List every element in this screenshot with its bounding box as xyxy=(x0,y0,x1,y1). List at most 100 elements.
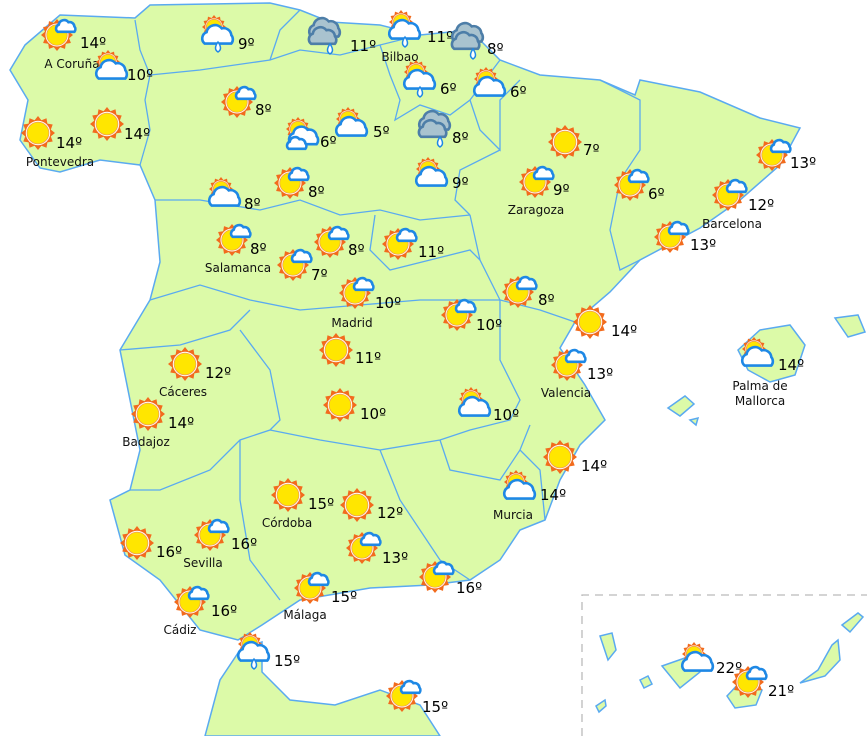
forecast-marker[interactable]: 12º Cáceres xyxy=(159,347,231,399)
sun-small-cloud-icon xyxy=(386,679,422,712)
forecast-marker[interactable]: 8º xyxy=(502,275,555,309)
forecast-marker[interactable]: 8º xyxy=(417,109,469,148)
temperature-label: 8º xyxy=(538,291,555,309)
forecast-marker[interactable]: 16º Cádiz xyxy=(164,585,238,637)
cloud-icon xyxy=(457,395,492,417)
sun-icon xyxy=(548,125,582,159)
forecast-marker[interactable]: 7º xyxy=(548,125,600,159)
forecast-marker[interactable]: 15º Córdoba xyxy=(262,478,334,530)
forecast-marker[interactable]: 6º xyxy=(472,67,527,101)
forecast-marker[interactable]: 11º Bilbao xyxy=(381,10,453,64)
forecast-marker[interactable]: 10º xyxy=(94,50,153,84)
forecast-marker[interactable]: 12º Barcelona xyxy=(702,178,774,231)
forecast-marker[interactable]: 10º xyxy=(457,387,519,424)
sun-icon xyxy=(323,388,357,422)
city-label: Málaga xyxy=(283,608,326,622)
city-label: Salamanca xyxy=(205,261,271,275)
sun-small-cloud-icon xyxy=(756,138,792,171)
forecast-marker[interactable]: 5º xyxy=(334,107,390,141)
forecast-marker[interactable]: 14º A Coruña xyxy=(41,18,106,71)
cloud-icon xyxy=(234,85,257,101)
forecast-marker[interactable]: 12º xyxy=(340,488,403,522)
forecast-marker[interactable]: 16º xyxy=(419,560,482,597)
temperature-label: 11º xyxy=(355,349,381,367)
temperature-label: 14º xyxy=(168,414,194,432)
city-label: Bilbao xyxy=(381,50,418,64)
forecast-marker[interactable]: 8º xyxy=(221,85,272,119)
forecast-marker[interactable]: 11º xyxy=(319,333,381,367)
temperature-label: 14º xyxy=(581,457,607,475)
cloud-icon xyxy=(515,275,538,291)
raindrop-icon xyxy=(416,85,424,98)
sun-behind-cloud-icon xyxy=(740,337,775,367)
forecast-marker[interactable]: 16º Sevilla xyxy=(183,518,257,570)
temperature-label: 14º xyxy=(56,134,82,152)
forecast-marker[interactable]: 22º xyxy=(680,642,742,677)
sun-behind-cloud-icon xyxy=(94,50,129,80)
forecast-marker[interactable]: 14º Palma de Mallorca xyxy=(732,337,804,408)
forecast-marker[interactable]: 6º xyxy=(614,168,665,203)
sun-icon xyxy=(120,526,154,560)
forecast-marker[interactable]: 11º xyxy=(307,16,376,55)
forecast-marker[interactable]: 16º xyxy=(120,526,182,561)
sun-small-cloud-icon xyxy=(614,168,650,201)
cloud-icon xyxy=(745,665,768,681)
city-label: A Coruña xyxy=(44,57,99,71)
forecast-marker[interactable]: 8º xyxy=(450,21,504,60)
cloud-icon xyxy=(417,118,448,139)
cloud-icon xyxy=(450,30,481,51)
temperature-label: 12º xyxy=(748,196,774,214)
temperature-label: 10º xyxy=(375,294,401,312)
forecast-marker[interactable]: 6º xyxy=(285,117,337,151)
sun-icon xyxy=(319,333,353,367)
rain-icon xyxy=(417,109,452,148)
forecast-marker[interactable]: 9º Zaragoza xyxy=(508,165,570,217)
forecast-marker[interactable]: 6º xyxy=(402,60,457,98)
temperature-label: 8º xyxy=(250,240,267,258)
sun-icon xyxy=(90,107,124,141)
forecast-marker[interactable]: 10º xyxy=(323,388,386,423)
temperature-label: 11º xyxy=(418,243,444,261)
forecast-marker[interactable]: 8º Salamanca xyxy=(205,223,271,275)
cloud-icon xyxy=(387,18,422,40)
temperature-label: 14º xyxy=(80,34,106,52)
cloud-icon xyxy=(307,571,330,587)
temperature-label: 15º xyxy=(274,652,300,670)
sun-behind-cloud-icon xyxy=(472,67,507,97)
forecast-marker[interactable]: 13º xyxy=(756,138,816,172)
forecast-marker[interactable]: 8º xyxy=(274,166,325,201)
forecast-marker[interactable]: 14º xyxy=(573,305,637,340)
forecast-marker[interactable]: 14º Murcia xyxy=(493,470,566,522)
cloud-icon xyxy=(472,75,507,97)
forecast-marker[interactable]: 14º Pontevedra xyxy=(21,116,94,169)
forecast-marker[interactable]: 14º xyxy=(90,107,150,143)
forecast-marker[interactable]: 13º Valencia xyxy=(541,348,613,400)
forecast-marker[interactable]: 14º xyxy=(543,440,607,475)
forecast-marker[interactable]: 21º xyxy=(732,665,794,700)
forecast-marker[interactable]: 7º xyxy=(277,248,328,284)
forecast-marker[interactable]: 13º xyxy=(654,220,716,254)
sun-behind-cloud-icon xyxy=(207,177,242,207)
iberian-peninsula xyxy=(9,2,802,641)
rain-icon xyxy=(450,21,485,60)
temperature-label: 5º xyxy=(373,123,390,141)
forecast-marker[interactable]: 15º xyxy=(236,632,300,670)
sun-small-cloud-icon xyxy=(551,348,587,381)
forecast-marker[interactable]: 10º xyxy=(441,298,502,334)
forecast-marker[interactable]: 15º xyxy=(386,679,448,716)
temperature-label: 7º xyxy=(311,266,328,284)
forecast-marker[interactable]: 8º xyxy=(314,225,365,259)
forecast-marker[interactable]: 8º xyxy=(207,177,261,213)
temperature-label: 14º xyxy=(124,125,150,143)
forecast-marker[interactable]: 9º xyxy=(414,157,469,192)
sun-small-cloud-icon xyxy=(221,85,257,118)
sun-small-cloud-icon xyxy=(41,18,77,51)
lanzarote xyxy=(840,612,865,634)
forecast-marker[interactable]: 9º xyxy=(200,15,255,53)
forecast-marker[interactable]: 13º xyxy=(346,531,408,567)
forecast-marker[interactable]: 15º Málaga xyxy=(283,571,357,622)
forecast-marker[interactable]: 11º xyxy=(382,227,444,261)
sun-small-cloud-icon xyxy=(502,275,538,308)
forecast-marker[interactable]: 14º Badajoz xyxy=(122,397,194,449)
